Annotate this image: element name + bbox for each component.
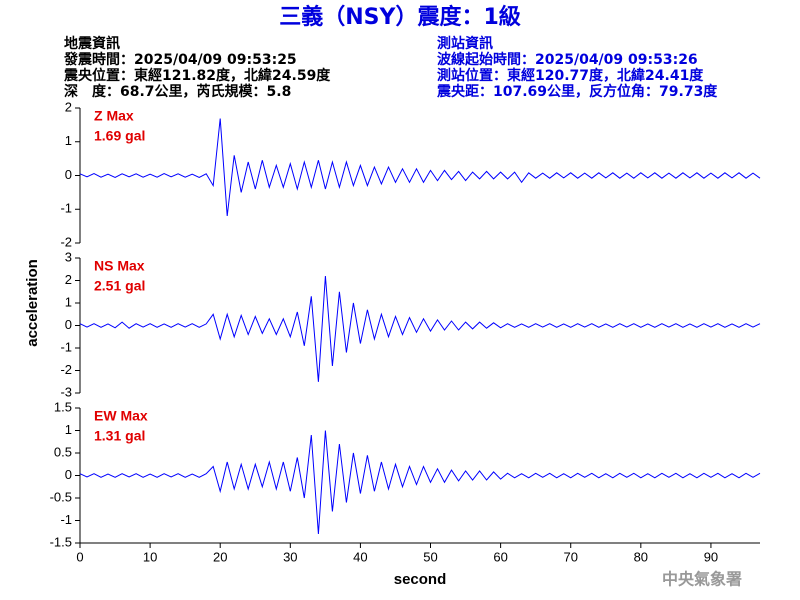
x-tick-label: 30 [283, 549, 297, 564]
station-line: 測站位置：東經120.77度，北緯24.41度 [437, 67, 704, 84]
y-tick-label: 1.5 [54, 399, 72, 414]
y-tick-label: -0.5 [50, 489, 72, 504]
title: 三義（NSY）震度：1級 [279, 4, 521, 30]
y-tick-label: 0 [65, 167, 72, 182]
x-tick-label: 90 [704, 549, 718, 564]
annotation: 2.51 gal [94, 278, 145, 294]
station-heading: 測站資訊 [437, 35, 493, 52]
x-tick-label: 40 [353, 549, 367, 564]
y-tick-label: -1.5 [50, 534, 72, 549]
y-tick-label: -1 [60, 339, 72, 354]
y-tick-label: 1 [65, 294, 72, 309]
y-tick-label: -2 [60, 362, 72, 377]
footer: 中央氣象署 [662, 570, 742, 589]
x-tick-label: 0 [76, 549, 83, 564]
waveform [79, 118, 761, 217]
x-tick-label: 70 [563, 549, 577, 564]
info-line: 深 度：68.7公里，芮氏規模：5.8 [64, 83, 291, 100]
annotation: Z Max [94, 108, 134, 124]
x-tick-label: 80 [634, 549, 648, 564]
x-axis-label: second [394, 571, 447, 588]
station-line: 震央距：107.69公里，反方位角：79.73度 [436, 83, 718, 100]
info-line: 震央位置：東經121.82度，北緯24.59度 [63, 67, 331, 84]
info-line: 發震時間：2025/04/09 09:53:25 [63, 51, 297, 68]
x-tick-label: 60 [493, 549, 507, 564]
y-tick-label: 0 [65, 317, 72, 332]
y-tick-label: 0.5 [54, 444, 72, 459]
y-tick-label: 1 [65, 133, 72, 148]
y-tick-label: -1 [60, 201, 72, 216]
annotation: 1.31 gal [94, 428, 145, 444]
y-tick-label: -3 [60, 384, 72, 399]
y-tick-label: 2 [65, 272, 72, 287]
x-tick-label: 50 [423, 549, 437, 564]
x-tick-label: 20 [213, 549, 227, 564]
waveform [79, 430, 761, 535]
y-tick-label: -1 [60, 512, 72, 527]
annotation: EW Max [94, 408, 148, 424]
station-line: 波線起始時間：2025/04/09 09:53:26 [437, 51, 698, 68]
annotation: NS Max [94, 258, 145, 274]
y-tick-label: -2 [60, 234, 72, 249]
info-heading: 地震資訊 [64, 35, 120, 52]
x-tick-label: 10 [143, 549, 157, 564]
waveform [79, 275, 761, 382]
y-tick-label: 0 [65, 467, 72, 482]
y-tick-label: 1 [65, 422, 72, 437]
y-tick-label: 2 [65, 99, 72, 114]
annotation: 1.69 gal [94, 128, 145, 144]
y-axis-label: acceleration [24, 259, 41, 347]
y-tick-label: 3 [65, 249, 72, 264]
